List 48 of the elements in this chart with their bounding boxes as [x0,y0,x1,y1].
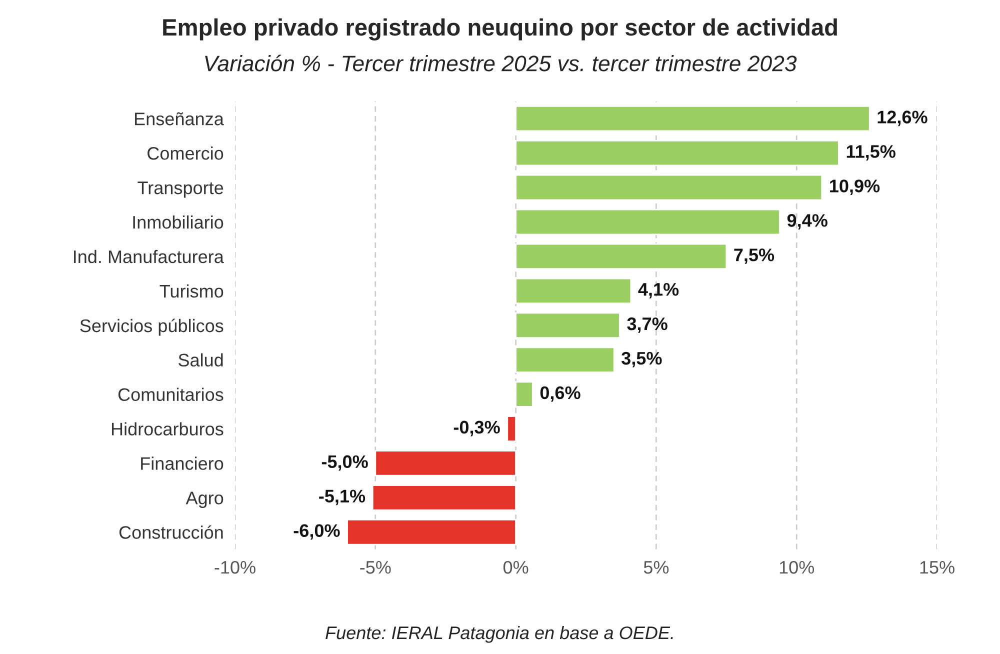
x-tick-label: 10% [780,560,814,574]
y-tick-label: Ind. Manufacturera [74,250,224,264]
y-tick-label: Construcción [119,525,223,539]
bar [372,484,516,511]
data-label: 9,4% [787,214,828,230]
data-label: 12,6% [878,110,928,126]
x-tick-label: -5% [360,561,391,574]
y-tick-label: Hidrocarburos [112,422,224,436]
x-tick-label: 15% [920,561,954,574]
bar [515,381,534,408]
data-label: 10,9% [830,180,880,195]
y-tick-label: Agro [186,492,224,508]
data-label: -5,0% [322,455,368,471]
y-tick-label: Comunitarios [118,388,224,402]
data-label: 4,1% [638,283,679,298]
bar [515,312,620,338]
y-tick-label: Comercio [148,146,224,160]
data-label: 7,5% [734,248,774,264]
x-tick-label: -10% [214,560,256,574]
data-label: 0,6% [540,386,580,402]
chart-subtitle: Variación % - Tercer trimestre 2025 vs. tercer trimestre 2023 [205,54,797,72]
bar [515,278,632,304]
y-tick-label: Financiero [141,456,224,470]
y-tick-label: Transporte [138,182,224,198]
bar [515,106,870,132]
y-tick-label: Salud [178,353,223,367]
bar [515,346,615,373]
bar [506,416,516,442]
y-tick-label: Servicios públicos [80,318,224,336]
y-tick-label: Turismo [160,284,224,298]
data-label: 3,5% [622,352,662,368]
bar [346,519,516,546]
data-label: -5,1% [319,490,366,506]
bar [515,174,823,201]
x-tick-label: 0% [503,560,528,574]
bar [374,450,516,476]
x-tick-label: 5% [644,561,669,574]
data-label: 11,5% [846,145,896,161]
data-label: -0,3% [454,420,500,436]
data-label: 3,7% [627,317,668,333]
data-label: -6,0% [294,524,340,540]
chart-title: Empleo privado registrado neuquino por sector de actividad [163,18,837,40]
y-tick-label: Enseñanza [135,112,224,126]
bar [515,140,840,166]
bar [515,243,728,270]
bar [515,208,780,236]
y-tick-label: Inmobiliario [133,215,224,229]
source-note: Fuente: IERAL Patagonia en base a OEDE. [326,626,673,643]
